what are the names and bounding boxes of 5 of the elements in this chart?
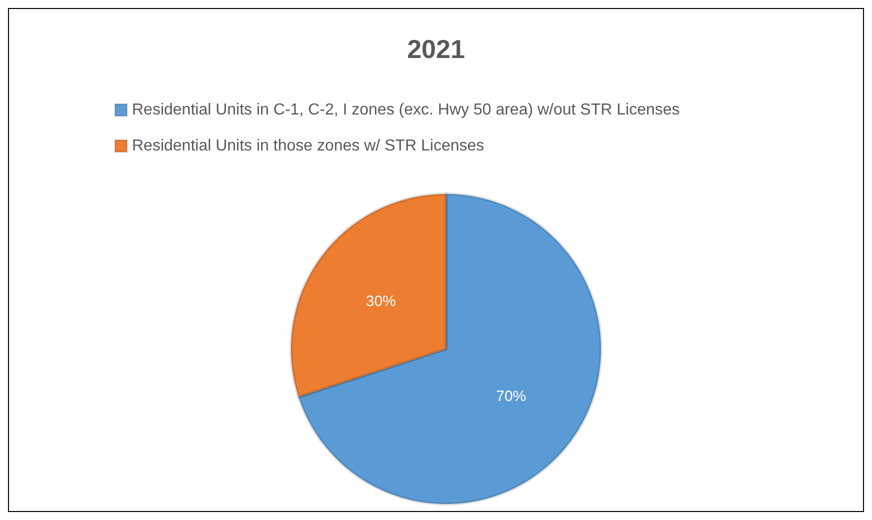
data-label: 30% (366, 293, 396, 310)
legend-label: Residential Units in C-1, C-2, I zones (exc. Hwy 50 area) w/out STR Licenses (132, 102, 680, 118)
data-label: 70% (496, 388, 526, 405)
legend-label: Residential Units in those zones w/ STR Licenses (132, 138, 484, 154)
chart-title: 2021 (407, 34, 465, 64)
